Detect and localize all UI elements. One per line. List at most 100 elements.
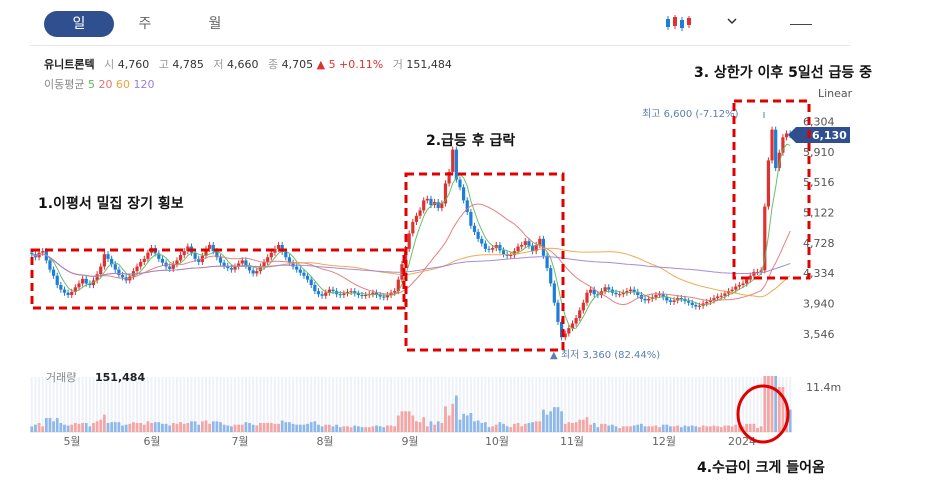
volume-bar [193,421,197,432]
volume-bar [280,420,284,432]
candle-body [371,292,375,295]
candle-body [356,293,360,295]
candle-body [748,275,752,280]
volume-bar [523,423,527,432]
volume-bar [262,423,266,432]
volume-bar [244,422,248,432]
candle-body [472,225,477,232]
candle-body [741,283,745,285]
volume-bar [208,423,212,432]
volume-bar [382,427,386,432]
candle-body [262,261,266,267]
volume-bar [335,424,339,432]
candle-body [208,245,212,249]
candle-body [425,198,429,201]
volume-bar [516,423,520,432]
volume-bar [266,423,270,432]
volume-bar [92,423,95,432]
volume-bar [629,426,632,432]
volume-bar [658,427,661,432]
candle-body [30,252,34,255]
price-tick: 5,910 [803,146,835,159]
month-label: 6월 [143,435,160,448]
volume-bar [164,423,168,432]
volume-bar [346,426,349,432]
annotation-box-3 [732,99,811,280]
candle-body [222,262,226,266]
candle-body [418,210,422,216]
volume-bar [520,426,524,432]
tab-month[interactable]: 월 [208,16,222,32]
candle-body [454,149,458,180]
candle-body [777,152,781,169]
tab-day[interactable]: 일 [44,11,114,37]
volume-bar [465,415,469,432]
candle-body [716,296,720,299]
volume-bar [48,418,52,432]
volume-bar [618,428,622,432]
volume-bar [81,423,85,432]
close-value: 4,705 [281,58,314,71]
volume-bar [37,423,41,432]
volume-bar [34,424,37,432]
candle-body [244,260,248,266]
volume-bar [295,424,299,432]
candle-body [382,296,386,298]
volume-bar [273,423,277,432]
volume-bar [578,419,582,432]
volume-bar [545,414,549,432]
candle-body [139,261,143,267]
volume-bar [179,422,182,432]
volume-bar [364,427,368,432]
volume-bar [153,422,157,432]
chevron-down-icon[interactable] [726,16,738,26]
volume-bar [683,425,687,432]
candle-body [309,279,313,285]
candle-body [563,333,567,338]
volume-label: 거 [392,58,403,71]
volume-bar [415,421,418,432]
volume-bar [84,423,88,432]
ma-periods: 5 20 60 120 [88,78,155,91]
candle-body [51,269,56,276]
volume-bar [752,423,756,432]
candle-body [313,285,317,292]
candle-body [745,279,749,284]
volume-bar [425,426,429,432]
tab-week[interactable]: 주 [138,16,152,32]
candle-body [186,246,190,252]
candle-body [690,302,694,305]
volume-bar [30,426,34,432]
candle-body [349,291,353,293]
volume-bar [734,424,738,432]
candle-body [480,238,484,244]
volume-bar [509,427,513,432]
volume-bar [146,421,150,432]
candle-body [723,293,727,296]
volume-bar [607,425,611,432]
volume-bar [99,419,103,432]
volume-bar [197,424,201,432]
volume-bar [592,423,596,432]
candle-body [556,302,560,322]
volume-bar [444,406,447,432]
price-tick: 5,516 [803,176,835,189]
volume-bar [190,421,193,432]
candlestick-icon[interactable] [665,14,695,32]
volume-bar [73,423,77,432]
volume-bar [313,421,317,432]
candle-body [694,305,698,307]
price-tick: 4,334 [803,267,835,280]
volume-axis-max: 11.4m [806,381,841,394]
volume-bar [277,423,280,432]
candle-body [607,287,611,290]
volume-bar [175,423,179,432]
volume-bar [422,417,426,432]
minimize-icon[interactable] [790,24,812,25]
candle-body [120,275,125,278]
candle-body [414,215,419,222]
volume-bar [429,421,433,432]
candle-body [324,292,328,296]
candle-body [247,265,252,271]
